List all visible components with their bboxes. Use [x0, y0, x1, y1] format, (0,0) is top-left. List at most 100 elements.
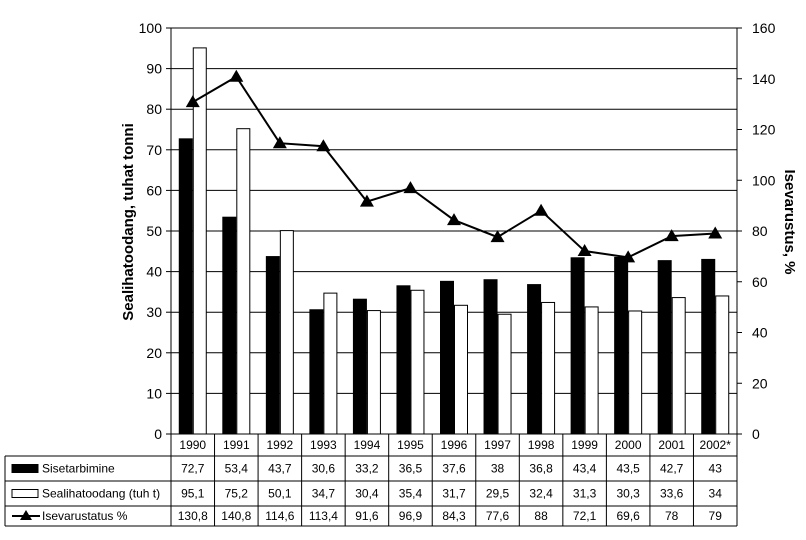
marker-isevarustatus [403, 181, 418, 194]
bar-sisetarbimine [396, 285, 411, 435]
legend-label: Sealihatoodang (tuh t) [42, 487, 160, 501]
x-tick-label: 1990 [179, 438, 206, 452]
bar-sisetarbimine [570, 257, 585, 435]
axes: 0 10 20 30 40 50 60 70 80 90 100 0 20 40 60 80 100 120 140… [139, 20, 776, 442]
marker-isevarustatus [534, 203, 549, 216]
data-label: 36,5 [399, 462, 423, 476]
bar-sisetarbimine [178, 138, 193, 435]
data-label: 43,7 [268, 462, 292, 476]
legend-key-sealihatoodang [11, 489, 39, 498]
data-label: 33,6 [660, 487, 684, 501]
data-label: 36,8 [529, 462, 553, 476]
x-tick-label: 1994 [354, 438, 381, 452]
data-label: 30,4 [355, 487, 379, 501]
data-label: 35,4 [399, 487, 423, 501]
data-label: 88 [534, 509, 548, 523]
marker-isevarustatus [447, 213, 461, 226]
data-table: 1990 1991 1992 1993 1994 1995 1996 1997 1998 1999… [4, 433, 738, 527]
marker-isevarustatus [185, 95, 200, 108]
y-tick-label-left: 40 [146, 264, 162, 280]
x-tick-label: 1991 [223, 438, 250, 452]
x-tick-label: 1993 [310, 438, 337, 452]
marker-isevarustatus [316, 139, 331, 152]
bar-sisetarbimine [657, 260, 672, 435]
y-tick-label-left: 60 [146, 182, 162, 198]
data-label: 75,2 [225, 487, 249, 501]
bar-sealihatoodang [454, 304, 468, 435]
bar-sealihatoodang [410, 289, 425, 435]
legend-label: Isevarustatus % [42, 509, 128, 523]
y-axis-title-right: Isevarustus, % [781, 169, 798, 274]
y-tick-label-left: 90 [146, 61, 162, 77]
data-label: 34,7 [312, 487, 336, 501]
bar-sisetarbimine [265, 256, 280, 435]
y-tick-label-left: 80 [146, 101, 162, 117]
x-tick-label: 2001 [658, 438, 685, 452]
self-sufficiency-line [185, 69, 723, 263]
data-label: 30,6 [312, 462, 336, 476]
y-tick-label-right: 100 [752, 172, 776, 188]
x-tick-label: 1995 [397, 438, 424, 452]
y-tick-label-right: 160 [752, 20, 776, 36]
marker-isevarustatus [621, 250, 636, 263]
data-label: 38 [491, 462, 505, 476]
bar-sisetarbimine [701, 258, 716, 435]
data-label: 77,6 [486, 509, 510, 523]
bar-sisetarbimine [222, 216, 237, 435]
data-label: 140,8 [221, 509, 251, 523]
data-label: 72,7 [181, 462, 205, 476]
data-label: 37,6 [442, 462, 466, 476]
x-tick-label: 1998 [528, 438, 555, 452]
gridlines [171, 27, 737, 394]
bar-sealihatoodang [541, 301, 556, 435]
legend-key-sisetarbimine [11, 464, 39, 473]
y-tick-label-right: 20 [752, 375, 768, 391]
y-tick-label-right: 140 [752, 71, 776, 87]
data-label: 79 [709, 509, 723, 523]
data-label: 43,5 [616, 462, 640, 476]
data-label: 32,4 [529, 487, 553, 501]
data-label: 84,3 [442, 509, 466, 523]
data-label: 95,1 [181, 487, 205, 501]
bar-sisetarbimine [614, 256, 629, 435]
bar-sisetarbimine [483, 279, 498, 435]
data-label: 96,9 [399, 509, 423, 523]
bar-sealihatoodang [671, 297, 686, 435]
x-tick-label: 1999 [571, 438, 598, 452]
data-label: 53,4 [225, 462, 249, 476]
data-label: 42,7 [660, 462, 684, 476]
y-tick-label-left: 0 [154, 426, 162, 442]
marker-isevarustatus [664, 229, 679, 242]
marker-isevarustatus [490, 230, 505, 243]
marker-isevarustatus [359, 194, 374, 207]
line-isevarustatus [192, 75, 716, 259]
legend-label: Sisetarbimine [42, 462, 115, 476]
marker-isevarustatus [577, 244, 592, 257]
bar-sealihatoodang [628, 310, 643, 435]
data-label: 34 [709, 487, 723, 501]
data-label: 91,6 [355, 509, 379, 523]
data-label: 30,3 [616, 487, 640, 501]
marker-isevarustatus [272, 136, 287, 149]
y-tick-label-right: 80 [752, 223, 768, 239]
marker-isevarustatus [229, 69, 244, 82]
data-label: 114,6 [265, 509, 294, 523]
y-tick-label-right: 60 [752, 274, 768, 290]
data-label: 29,5 [486, 487, 510, 501]
bar-sealihatoodang [279, 230, 294, 435]
bar-sisetarbimine [309, 309, 324, 435]
y-tick-label-right: 120 [752, 122, 776, 138]
y-tick-label-right: 0 [752, 426, 760, 442]
y-tick-label-left: 30 [146, 304, 162, 320]
x-tick-label: 1997 [484, 438, 511, 452]
y-tick-label-left: 70 [146, 142, 162, 158]
data-label: 69,6 [616, 509, 640, 523]
bar-sealihatoodang [323, 292, 338, 435]
data-label: 43 [709, 462, 723, 476]
data-label: 31,3 [573, 487, 597, 501]
bars [178, 47, 730, 435]
data-label: 43,4 [573, 462, 597, 476]
bar-sisetarbimine [352, 298, 367, 435]
data-label: 31,7 [442, 487, 466, 501]
